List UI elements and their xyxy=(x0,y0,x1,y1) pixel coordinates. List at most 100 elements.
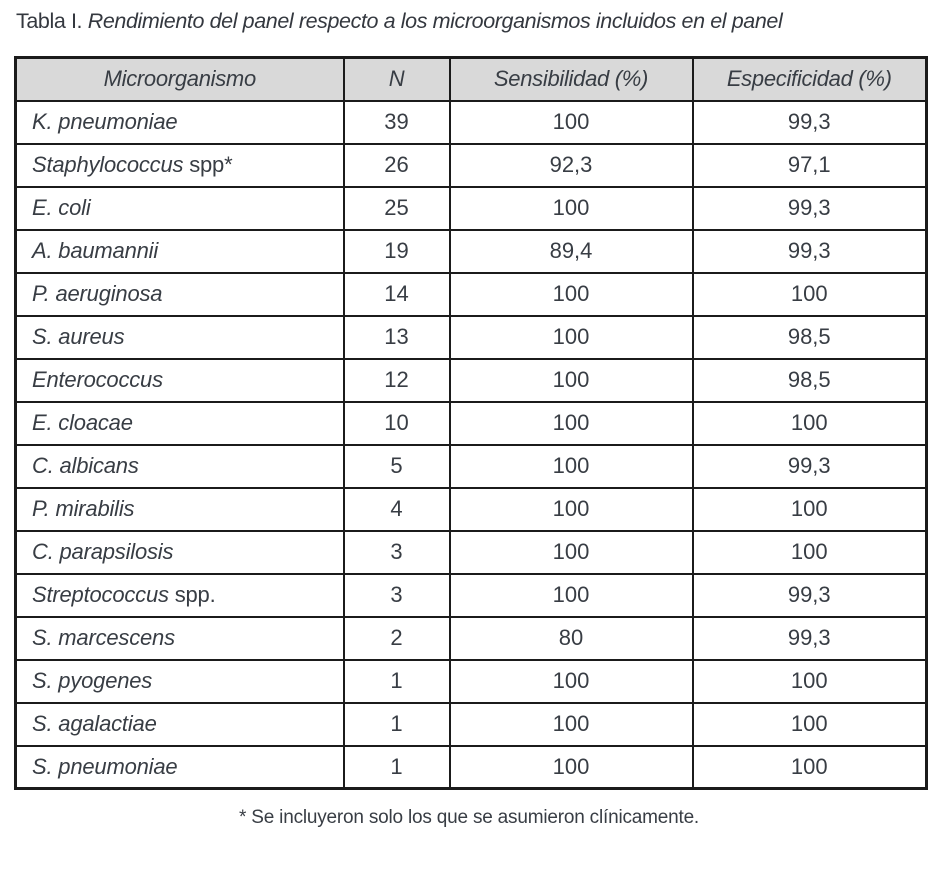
microorganism-cell: S. aureus xyxy=(14,314,345,360)
table-title-label: Tabla I. xyxy=(16,9,83,33)
microorganism-name: E. coli xyxy=(32,195,91,220)
specificity-cell: 99,3 xyxy=(691,228,928,274)
microorganism-name: S. agalactiae xyxy=(32,711,157,736)
specificity-cell: 98,5 xyxy=(691,314,928,360)
sensitivity-cell: 100 xyxy=(448,701,694,747)
specificity-cell: 100 xyxy=(691,486,928,532)
header-microorganismo: Microorganismo xyxy=(14,56,345,102)
n-cell: 13 xyxy=(342,314,451,360)
n-cell: 19 xyxy=(342,228,451,274)
sensitivity-cell: 100 xyxy=(448,271,694,317)
n-cell: 25 xyxy=(342,185,451,231)
table-row: S. marcescens 2 80 99,3 xyxy=(14,615,928,661)
specificity-cell: 99,3 xyxy=(691,443,928,489)
n-cell: 5 xyxy=(342,443,451,489)
microorganism-cell: A. baumannii xyxy=(14,228,345,274)
microorganism-name: K. pneumoniae xyxy=(32,109,178,134)
sensitivity-cell: 89,4 xyxy=(448,228,694,274)
sensitivity-cell: 100 xyxy=(448,443,694,489)
sensitivity-cell: 100 xyxy=(448,185,694,231)
microorganism-name: S. pneumoniae xyxy=(32,753,178,779)
sensitivity-cell: 92,3 xyxy=(448,142,694,188)
table-row: C. parapsilosis 3 100 100 xyxy=(14,529,928,575)
n-cell: 4 xyxy=(342,486,451,532)
sensitivity-cell: 100 xyxy=(448,314,694,360)
microorganism-name: P. aeruginosa xyxy=(32,281,163,306)
microorganism-cell: E. coli xyxy=(14,185,345,231)
n-cell: 1 xyxy=(342,658,451,704)
microorganism-cell: K. pneumoniae xyxy=(14,99,345,145)
n-cell: 26 xyxy=(342,142,451,188)
specificity-cell: 99,3 xyxy=(691,615,928,661)
table-header-row: Microorganismo N Sensibilidad (%) Especi… xyxy=(14,56,928,102)
specificity-cell: 100 xyxy=(691,701,928,747)
header-sensibilidad: Sensibilidad (%) xyxy=(448,56,694,102)
microorganism-name: E. cloacae xyxy=(32,410,133,435)
microorganism-cell: S. pyogenes xyxy=(14,658,345,704)
microorganism-cell: Streptococcus spp. xyxy=(14,572,345,618)
microorganism-name: S. pyogenes xyxy=(32,668,153,693)
n-cell: 39 xyxy=(342,99,451,145)
specificity-cell: 99,3 xyxy=(691,99,928,145)
specificity-cell: 100 xyxy=(691,529,928,575)
n-cell: 3 xyxy=(342,572,451,618)
specificity-cell: 97,1 xyxy=(691,142,928,188)
microorganism-name: A. baumannii xyxy=(32,238,159,263)
n-cell: 1 xyxy=(342,701,451,747)
specificity-cell: 99,3 xyxy=(691,185,928,231)
specificity-cell: 98,5 xyxy=(691,357,928,403)
table-row: P. mirabilis 4 100 100 xyxy=(14,486,928,532)
table-row: S. agalactiae 1 100 100 xyxy=(14,701,928,747)
performance-table: Microorganismo N Sensibilidad (%) Especi… xyxy=(14,56,928,790)
microorganism-cell: S. agalactiae xyxy=(14,701,345,747)
table-row: S. pyogenes 1 100 100 xyxy=(14,658,928,704)
table-footnote: * Se incluyeron solo los que se asumiero… xyxy=(238,807,700,828)
n-cell: 2 xyxy=(342,615,451,661)
n-cell: 14 xyxy=(342,271,451,317)
sensitivity-cell: 100 xyxy=(448,658,694,704)
table-row: C. albicans 5 100 99,3 xyxy=(14,443,928,489)
table-title: Tabla I. Rendimiento del panel respecto … xyxy=(0,0,938,34)
microorganism-name: C. parapsilosis xyxy=(32,539,174,564)
microorganism-cell: Enterococcus xyxy=(14,357,345,403)
table-row: P. aeruginosa 14 100 100 xyxy=(14,271,928,317)
n-cell: 10 xyxy=(342,400,451,446)
sensitivity-cell: 100 xyxy=(448,529,694,575)
microorganism-cell: C. albicans xyxy=(14,443,345,489)
sensitivity-cell: 100 xyxy=(448,400,694,446)
specificity-cell: 100 xyxy=(691,658,928,704)
table-row: E. coli 25 100 99,3 xyxy=(14,185,928,231)
microorganism-cell: E. cloacae xyxy=(14,400,345,446)
sensitivity-cell: 100 xyxy=(448,744,694,790)
microorganism-cell: Staphylococcus spp* xyxy=(14,142,345,188)
table-row: Streptococcus spp. 3 100 99,3 xyxy=(14,572,928,618)
specificity-cell: 100 xyxy=(691,744,928,790)
microorganism-name: S. aureus xyxy=(32,324,125,349)
microorganism-name: S. marcescens xyxy=(32,625,175,650)
table-row: K. pneumoniae 39 100 99,3 xyxy=(14,99,928,145)
microorganism-name: Staphylococcus xyxy=(32,152,184,177)
specificity-cell: 100 xyxy=(691,400,928,446)
table-row: A. baumannii 19 89,4 99,3 xyxy=(14,228,928,274)
sensitivity-cell: 100 xyxy=(448,572,694,618)
sensitivity-cell: 100 xyxy=(448,99,694,145)
table-row: Enterococcus 12 100 98,5 xyxy=(14,357,928,403)
microorganism-cell: C. parapsilosis xyxy=(14,529,345,575)
microorganism-suffix: spp. xyxy=(168,582,216,607)
table-row: S. pneumoniae 1 100 100 xyxy=(14,744,928,790)
microorganism-cell: P. aeruginosa xyxy=(14,271,345,317)
n-cell: 1 xyxy=(342,744,451,790)
microorganism-cell: S. pneumoniae xyxy=(14,744,345,790)
n-cell: 3 xyxy=(342,529,451,575)
microorganism-suffix: spp* xyxy=(183,152,233,177)
microorganism-name: Enterococcus xyxy=(32,367,163,392)
specificity-cell: 99,3 xyxy=(691,572,928,618)
microorganism-cell: P. mirabilis xyxy=(14,486,345,532)
sensitivity-cell: 80 xyxy=(448,615,694,661)
header-n: N xyxy=(342,56,451,102)
header-especificidad: Especificidad (%) xyxy=(691,56,928,102)
table-row: E. cloacae 10 100 100 xyxy=(14,400,928,446)
table-title-text: Rendimiento del panel respecto a los mic… xyxy=(82,9,783,33)
microorganism-name: P. mirabilis xyxy=(32,496,135,521)
